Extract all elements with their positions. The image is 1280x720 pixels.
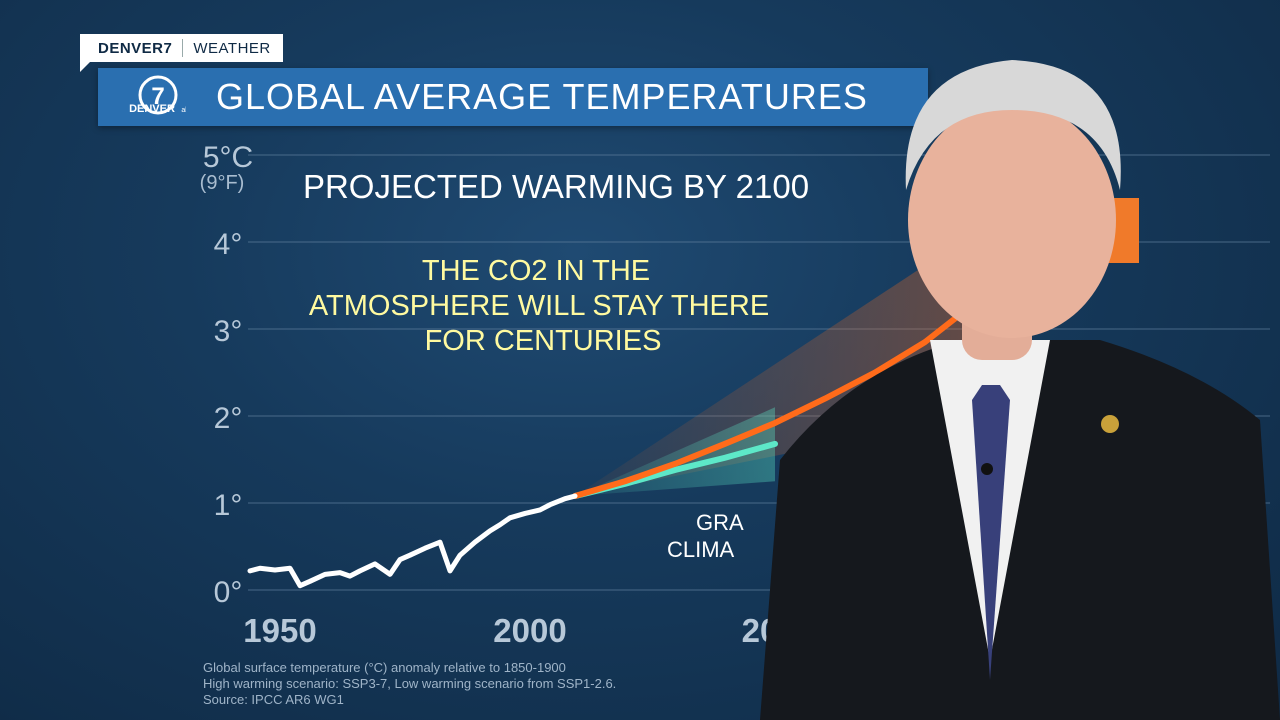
presenter-figure	[760, 60, 1280, 720]
partial-label-line-2: CLIMA	[667, 537, 735, 562]
bug-divider	[182, 39, 184, 57]
annotation-line-2: ATMOSPHERE WILL STAY THERE	[309, 290, 769, 322]
station-brand: DENVER7	[98, 39, 173, 57]
logo-ring	[138, 75, 178, 115]
annotation-line-1: THE CO2 IN THE	[422, 255, 650, 287]
logo-text: DENVER	[129, 103, 175, 115]
station-bug: DENVER7 WEATHER	[80, 34, 283, 62]
y-tick-label: 4°	[214, 228, 243, 261]
y-axis: 0° 1° 2° 3° 4° 5°C	[203, 141, 253, 609]
series-lines	[247, 282, 1003, 589]
partial-label-line-1: GRA	[696, 510, 744, 535]
page-title: GLOBAL AVERAGE TEMPERATURES	[216, 76, 868, 117]
y-top-fahrenheit-label: (9°F)	[200, 172, 245, 194]
chart-title: PROJECTED WARMING BY 2100	[303, 168, 809, 205]
presenter-face	[908, 102, 1116, 338]
high-warming-line	[572, 282, 1003, 500]
y-tick-label: 1°	[214, 489, 243, 522]
high-warming-range-band	[575, 215, 1000, 497]
x-tick-label: 2000	[493, 612, 566, 649]
section-label: WEATHER	[193, 39, 271, 57]
historical-line	[247, 493, 578, 589]
y-tick-label: 5°C	[203, 141, 253, 174]
note-line-3: Source: IPCC AR6 WG1	[203, 692, 344, 707]
y-tick-label: 3°	[214, 315, 243, 348]
y-tick-label: 0°	[214, 576, 243, 609]
lapel-mic-icon	[981, 463, 993, 475]
x-tick-label: 1950	[243, 612, 316, 649]
note-line-2: High warming scenario: SSP3-7, Low warmi…	[203, 676, 617, 691]
note-line-1: Global surface temperature (°C) anomaly …	[203, 660, 566, 675]
x-axis: 1950 2000 20	[243, 612, 778, 649]
y-tick-label: 2°	[214, 402, 243, 435]
presenter-tie	[972, 385, 1010, 680]
bug-tail	[80, 62, 90, 72]
lapel-pin-icon	[1101, 415, 1119, 433]
presenter-hair	[905, 60, 1121, 190]
presenter-suit	[760, 340, 1280, 720]
title-bar: 7 DENVER abc GLOBAL AVERAGE TEMPERATURES	[98, 68, 928, 126]
logo-number: 7	[151, 83, 164, 110]
low-warming-range-band	[575, 407, 775, 497]
source-notes: Global surface temperature (°C) anomaly …	[203, 660, 616, 708]
annotation-line-3: FOR CENTURIES	[425, 325, 662, 357]
